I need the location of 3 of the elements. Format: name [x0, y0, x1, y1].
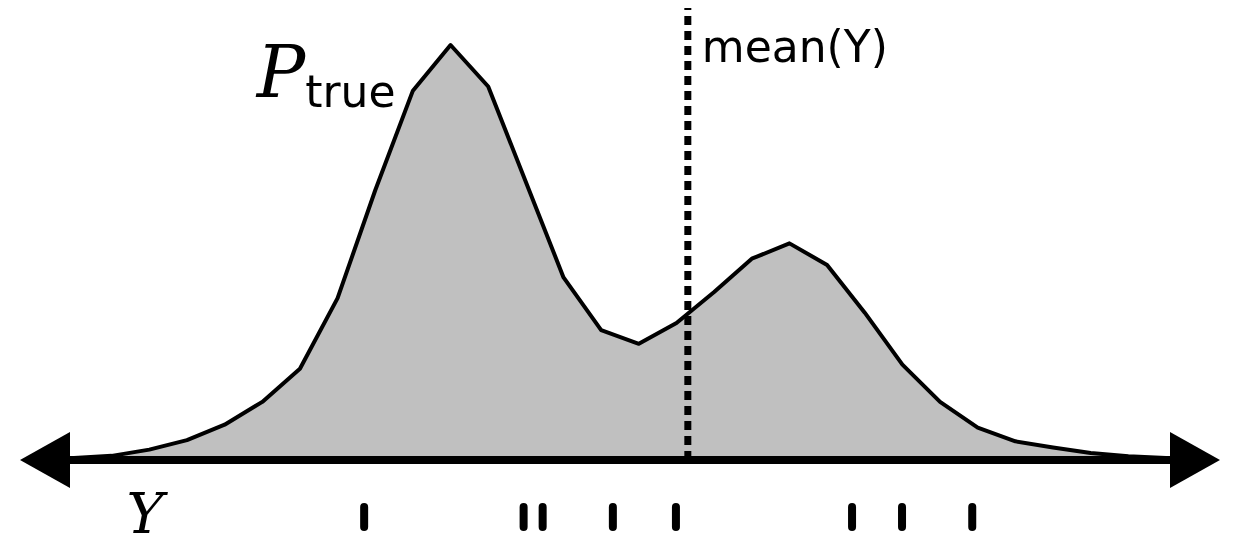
series-label: P$_{true}$	[254, 30, 396, 117]
x-axis-title: Y	[126, 481, 169, 538]
annotation: mean(Y)	[701, 21, 888, 72]
